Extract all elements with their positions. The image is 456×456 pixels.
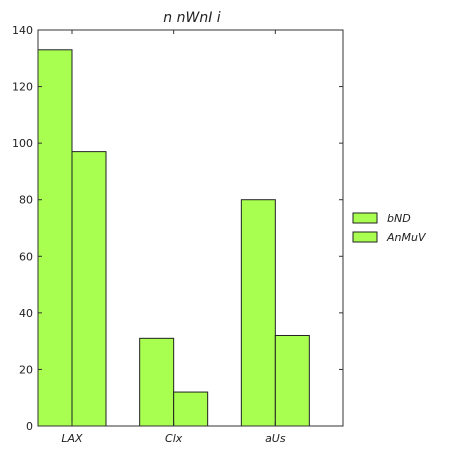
y-tick-label: 120 xyxy=(12,81,33,94)
y-tick-label: 140 xyxy=(12,24,33,37)
x-category-label: aUs xyxy=(265,432,286,445)
x-category-label: Clx xyxy=(165,432,183,445)
bar-lax-series-1 xyxy=(37,49,73,427)
y-tick-label: 0 xyxy=(26,420,33,433)
legend-swatch-1 xyxy=(352,212,378,224)
y-axis: 0 20 40 60 80 100 120 140 xyxy=(12,24,343,433)
legend-swatch-2 xyxy=(352,231,378,243)
x-category-label: LAX xyxy=(61,432,83,445)
y-tick-label: 20 xyxy=(19,363,33,376)
y-tick-label: 60 xyxy=(19,250,33,263)
legend-label-2: AnMuV xyxy=(386,231,427,244)
bars-group xyxy=(37,49,310,427)
x-axis: LAX Clx aUs xyxy=(61,30,286,445)
bar-aus-series-1 xyxy=(240,199,276,427)
bar-clx-series-2 xyxy=(173,391,209,427)
bar-lax-series-2 xyxy=(71,151,107,427)
y-tick-label: 40 xyxy=(19,307,33,320)
legend-label-1: bND xyxy=(387,212,411,225)
bar-aus-series-2 xyxy=(274,334,310,427)
legend: bND AnMuV xyxy=(352,212,427,244)
y-tick-label: 80 xyxy=(19,194,33,207)
chart-title: n nWnI i xyxy=(163,10,220,26)
bar-clx-series-1 xyxy=(139,337,175,427)
y-tick-label: 100 xyxy=(12,137,33,150)
plot-frame xyxy=(37,29,344,427)
